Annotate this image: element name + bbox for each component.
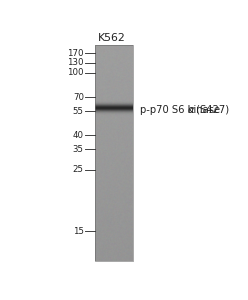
- Text: 55: 55: [73, 106, 84, 116]
- Text: 35: 35: [73, 145, 84, 154]
- Bar: [95, 45, 133, 261]
- Text: K562: K562: [98, 33, 126, 43]
- Text: 15: 15: [73, 227, 84, 236]
- Text: p-p70 S6 kinase: p-p70 S6 kinase: [140, 105, 223, 115]
- Text: α: α: [187, 105, 194, 115]
- Text: 100: 100: [67, 68, 84, 77]
- Text: 40: 40: [73, 131, 84, 140]
- Text: 25: 25: [73, 166, 84, 175]
- Text: 170: 170: [67, 49, 84, 58]
- Text: 70: 70: [73, 93, 84, 102]
- Text: (S427): (S427): [193, 105, 229, 115]
- Text: 130: 130: [67, 58, 84, 67]
